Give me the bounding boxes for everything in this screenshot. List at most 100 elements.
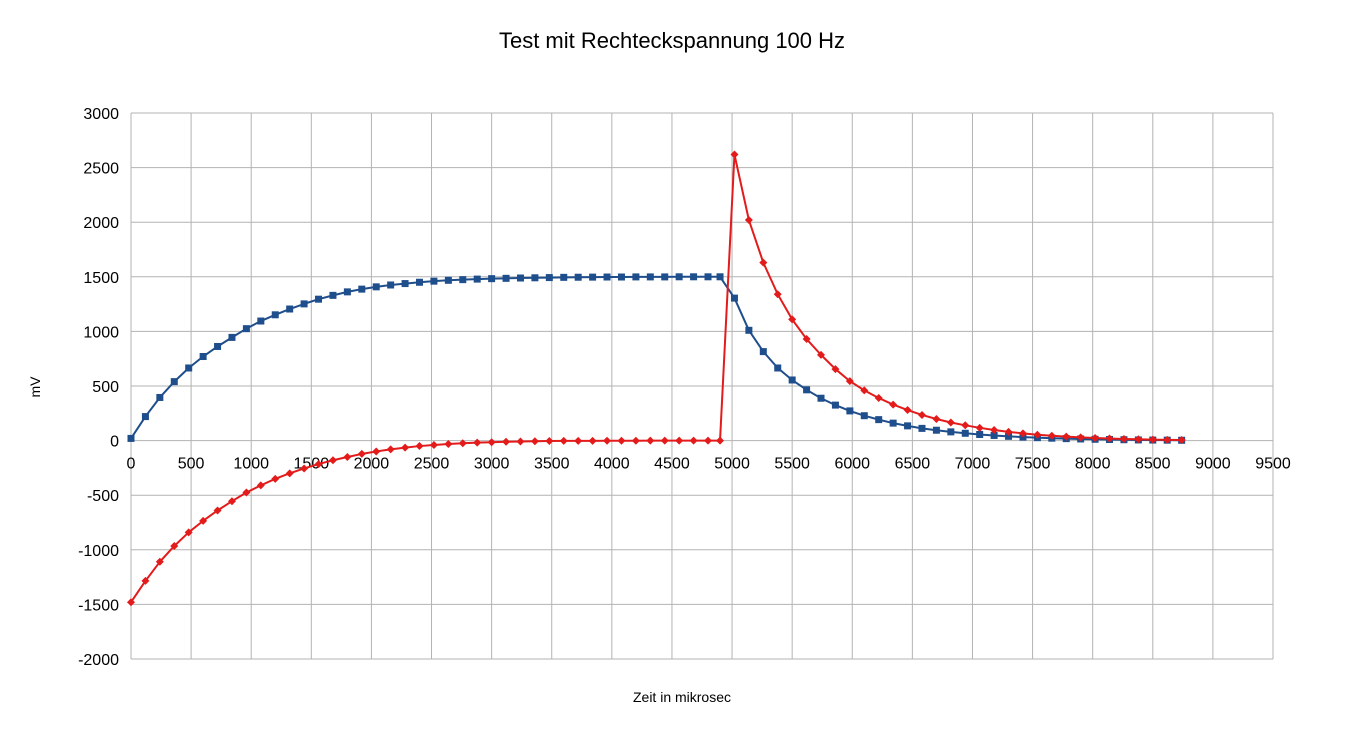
data-point xyxy=(574,436,583,445)
data-point xyxy=(904,422,912,430)
data-point xyxy=(487,438,496,447)
data-point xyxy=(127,598,135,607)
data-point xyxy=(802,335,811,344)
data-point xyxy=(704,436,713,445)
data-point xyxy=(730,150,739,159)
data-point xyxy=(817,394,825,402)
data-point xyxy=(774,364,782,372)
data-point xyxy=(357,449,366,458)
data-point xyxy=(675,273,683,281)
data-point xyxy=(631,436,640,445)
data-point xyxy=(213,506,222,515)
data-point xyxy=(889,400,898,409)
y-tick-label: -2000 xyxy=(78,652,119,669)
data-point xyxy=(271,311,279,319)
data-point xyxy=(531,274,539,282)
data-point xyxy=(603,273,611,281)
data-point xyxy=(401,280,409,288)
y-tick-label: 3000 xyxy=(83,106,119,123)
data-point xyxy=(242,325,250,333)
data-point xyxy=(1018,429,1027,438)
x-tick-label: 500 xyxy=(178,456,205,473)
data-point xyxy=(860,386,869,395)
x-tick-label: 7000 xyxy=(955,456,991,473)
x-tick-label: 9500 xyxy=(1255,456,1291,473)
data-point xyxy=(689,436,698,445)
data-point xyxy=(199,353,207,361)
series-layer xyxy=(127,150,1186,607)
x-tick-label: 6500 xyxy=(895,456,931,473)
data-point xyxy=(285,469,294,478)
data-point xyxy=(574,273,582,281)
data-point xyxy=(875,416,883,424)
data-point xyxy=(401,443,410,452)
series-line xyxy=(130,153,1182,603)
series-line xyxy=(130,275,1182,442)
data-point xyxy=(141,576,150,585)
x-tick-label: 9000 xyxy=(1195,456,1231,473)
data-point xyxy=(730,294,738,302)
data-point xyxy=(473,275,481,283)
data-point xyxy=(199,516,208,525)
data-point xyxy=(918,424,926,432)
data-point xyxy=(990,426,999,435)
data-point xyxy=(660,436,669,445)
data-point xyxy=(560,273,568,281)
data-point xyxy=(300,464,309,473)
data-point xyxy=(1047,431,1056,440)
data-point xyxy=(846,407,854,415)
data-point xyxy=(257,317,265,325)
x-tick-label: 3000 xyxy=(474,456,510,473)
data-point xyxy=(860,412,868,420)
data-point xyxy=(831,365,840,374)
data-point xyxy=(387,281,395,289)
chart-title: Test mit Rechteckspannung 100 Hz xyxy=(499,28,845,53)
data-point xyxy=(788,376,796,384)
data-point xyxy=(932,426,940,434)
data-point xyxy=(646,436,655,445)
data-point xyxy=(415,442,424,451)
data-point xyxy=(1062,432,1071,441)
data-point xyxy=(430,277,438,285)
x-tick-label: 8000 xyxy=(1075,456,1111,473)
data-point xyxy=(704,273,712,281)
data-point xyxy=(185,364,193,372)
y-tick-label: 1500 xyxy=(83,270,119,287)
data-point xyxy=(386,445,395,454)
data-point xyxy=(690,273,698,281)
data-point xyxy=(759,348,767,356)
data-point xyxy=(661,273,669,281)
data-point xyxy=(1119,434,1128,443)
y-tick-label: 0 xyxy=(110,434,119,451)
data-point xyxy=(889,419,897,427)
data-point xyxy=(632,273,640,281)
data-point xyxy=(874,394,883,403)
data-point xyxy=(502,437,511,446)
data-point xyxy=(271,474,280,483)
y-tick-label: -500 xyxy=(87,488,119,505)
data-point xyxy=(845,377,854,386)
data-point xyxy=(155,557,164,566)
data-point xyxy=(831,401,839,409)
y-tick-label: 500 xyxy=(92,379,119,396)
x-axis-label: Zeit in mikrosec xyxy=(633,689,731,705)
y-tick-label: 2500 xyxy=(83,161,119,178)
data-point xyxy=(1177,436,1186,445)
y-tick-label: 2000 xyxy=(83,215,119,232)
data-point xyxy=(227,497,236,506)
x-tick-label: 6000 xyxy=(834,456,870,473)
data-point xyxy=(788,315,797,324)
data-point xyxy=(184,528,193,537)
data-point xyxy=(1148,435,1157,444)
x-tick-label: 2000 xyxy=(354,456,390,473)
data-point xyxy=(315,295,323,303)
data-point xyxy=(127,434,135,442)
data-point xyxy=(947,428,955,436)
data-point xyxy=(716,436,725,445)
data-point xyxy=(990,431,998,439)
grid xyxy=(130,112,1274,660)
data-point xyxy=(228,333,236,341)
data-point xyxy=(803,386,811,394)
data-point xyxy=(961,421,970,430)
